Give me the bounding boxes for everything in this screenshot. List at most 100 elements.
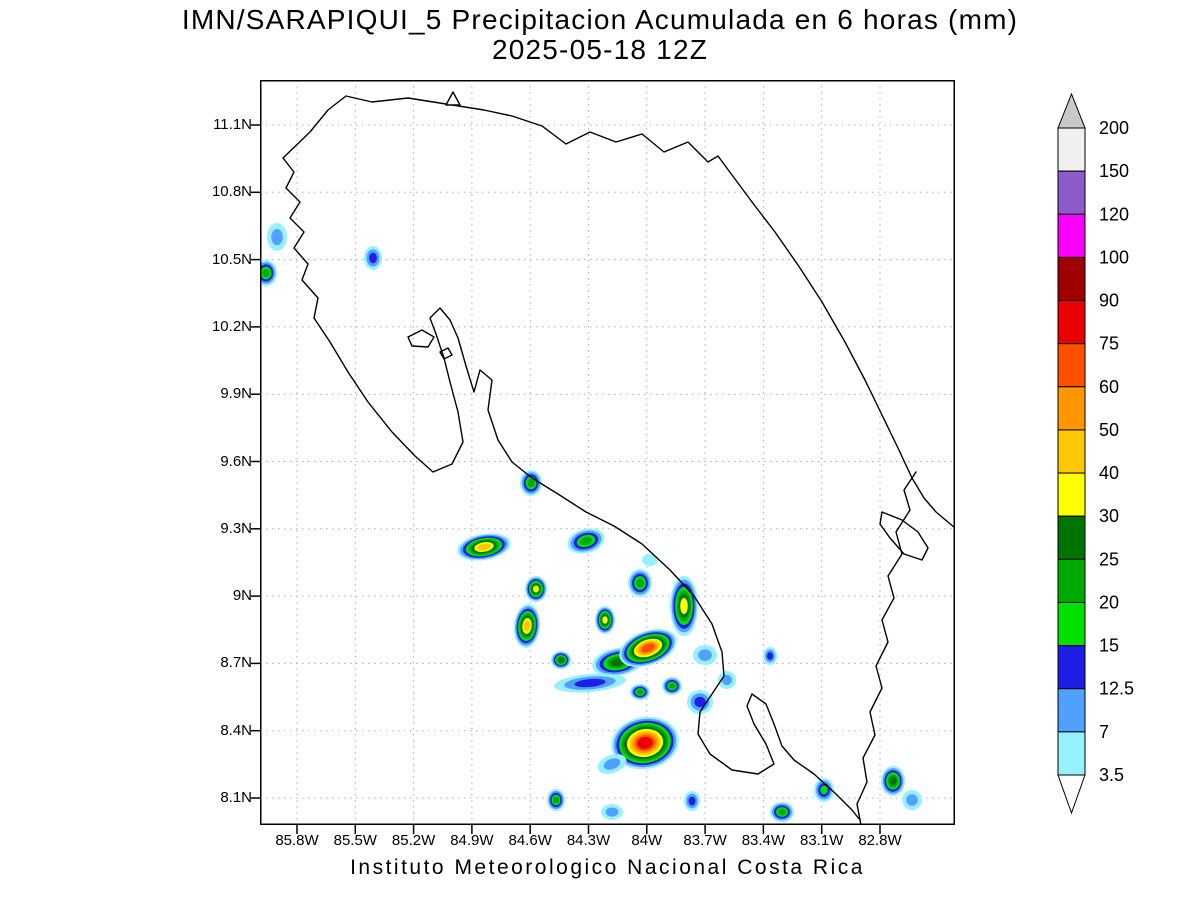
colorbar-arrow-down bbox=[1057, 774, 1086, 815]
precip-cell-ring bbox=[688, 796, 696, 806]
lon-tick-label: 83.1W bbox=[800, 832, 844, 849]
lon-tick-label: 85.8W bbox=[275, 832, 319, 849]
lat-tick-label: 9N bbox=[232, 587, 252, 605]
map-plot bbox=[251, 80, 955, 834]
precip-cell-ring bbox=[637, 737, 653, 749]
coastline-layer bbox=[282, 91, 955, 825]
coastline-pacific bbox=[282, 157, 861, 821]
grid-layer bbox=[260, 80, 955, 825]
precip-cell-ring bbox=[262, 268, 270, 278]
lat-tick-label: 10.5N bbox=[211, 250, 252, 268]
colorbar-segment bbox=[1057, 127, 1086, 172]
colorbar-tick-label: 25 bbox=[1099, 549, 1119, 569]
colorbar-tick-label: 7 bbox=[1099, 722, 1109, 742]
precip-cell-ring bbox=[605, 807, 619, 817]
lon-tick-label: 84.3W bbox=[566, 832, 611, 849]
lat-tick-label: 9.9N bbox=[220, 385, 252, 403]
colorbar-segment bbox=[1057, 515, 1086, 560]
colorbar-tick-label: 12.5 bbox=[1099, 679, 1134, 699]
lat-tick-label: 10.2N bbox=[211, 317, 252, 335]
colorbar-segment bbox=[1057, 472, 1086, 517]
colorbar-segment bbox=[1057, 429, 1086, 474]
colorbar-segment bbox=[1057, 558, 1086, 603]
colorbar-tick-label: 75 bbox=[1099, 334, 1119, 354]
precip-cell-ring bbox=[602, 616, 608, 624]
triangle-marker bbox=[445, 91, 461, 106]
colorbar-tick-label: 90 bbox=[1099, 291, 1119, 311]
precip-cell-ring bbox=[698, 649, 712, 661]
precip-cell-ring bbox=[820, 785, 828, 795]
lon-tick-label: 84W bbox=[631, 832, 663, 849]
precip-cell-ring bbox=[721, 674, 733, 686]
colorbar-segment bbox=[1057, 601, 1086, 647]
plot-title-line1: IMN/SARAPIQUI_5 Precipitacion Acumulada … bbox=[181, 4, 1019, 35]
lon-tick-label: 85.2W bbox=[391, 832, 436, 849]
lon-tick-label: 84.9W bbox=[450, 832, 494, 849]
plot-title-line2: 2025-05-18 12Z bbox=[491, 34, 709, 65]
colorbar-segment bbox=[1057, 213, 1086, 258]
colorbar-segment bbox=[1057, 300, 1086, 345]
colorbar-segment bbox=[1057, 170, 1086, 215]
precip-cell-ring bbox=[642, 554, 658, 566]
colorbar-segment bbox=[1057, 386, 1086, 431]
colorbar-segment bbox=[1057, 343, 1086, 388]
lon-tick-label: 85.5W bbox=[333, 832, 377, 849]
colorbar-tick-label: 60 bbox=[1099, 377, 1119, 397]
precip-cell-ring bbox=[636, 578, 644, 588]
colorbar-tick-label: 50 bbox=[1099, 420, 1119, 440]
gulf-islands bbox=[407, 329, 453, 360]
colorbar: 200 150 120 100 90 75 60 50 40 30 25 20 15 12.5 7 3.5 bbox=[1057, 92, 1134, 815]
precip-cell-ring bbox=[680, 597, 688, 615]
colorbar-segment bbox=[1057, 731, 1086, 776]
colorbar-tick-label: 3.5 bbox=[1099, 765, 1124, 785]
colorbar-tick-label: 150 bbox=[1099, 161, 1129, 181]
precip-cell-ring bbox=[558, 657, 564, 663]
precip-cell-ring bbox=[641, 643, 655, 653]
lon-tick-label: 84.6W bbox=[508, 832, 552, 849]
precip-cell-ring bbox=[553, 796, 559, 804]
precip-cell-ring bbox=[477, 543, 491, 551]
precip-cell-ring bbox=[580, 536, 592, 546]
precip-cell-ring bbox=[668, 683, 676, 689]
coastline-lagoon bbox=[879, 511, 929, 561]
precip-cell-ring bbox=[369, 252, 377, 264]
coastline-north-caribbean bbox=[282, 95, 955, 529]
lon-tick-label: 83.7W bbox=[683, 832, 727, 849]
lat-tick-label: 10.8N bbox=[211, 183, 252, 201]
precip-cell-ring bbox=[533, 585, 539, 593]
colorbar-tick-label: 120 bbox=[1099, 204, 1129, 224]
lon-tick-label: 83.4W bbox=[741, 832, 786, 849]
axis-ticks bbox=[251, 124, 881, 834]
precip-cell-ring bbox=[603, 758, 621, 770]
colorbar-tick-label: 40 bbox=[1099, 463, 1119, 483]
precip-cell-ring bbox=[694, 696, 706, 708]
precip-cell-ring bbox=[906, 794, 918, 806]
lat-tick-label: 9.3N bbox=[220, 519, 252, 537]
colorbar-segment bbox=[1057, 688, 1086, 733]
lon-tick-label: 82.8W bbox=[858, 832, 902, 849]
footer-caption: Instituto Meteorologico Nacional Costa R… bbox=[350, 856, 865, 879]
colorbar-tick-label: 100 bbox=[1099, 247, 1129, 267]
plot-frame bbox=[260, 80, 955, 825]
colorbar-tick-label: 20 bbox=[1099, 592, 1119, 612]
colorbar-segment bbox=[1057, 645, 1086, 690]
precip-cell-ring bbox=[271, 228, 283, 246]
lat-tick-label: 9.6N bbox=[220, 452, 252, 470]
precip-cell-ring bbox=[574, 678, 606, 688]
panama-border-line bbox=[856, 471, 917, 825]
lat-tick-label: 8.4N bbox=[220, 721, 252, 739]
precip-cell-ring bbox=[889, 776, 897, 786]
colorbar-arrow-up bbox=[1057, 92, 1086, 129]
colorbar-segment bbox=[1057, 256, 1086, 302]
lat-tick-label: 8.1N bbox=[220, 789, 252, 806]
colorbar-tick-label: 30 bbox=[1099, 506, 1119, 526]
lat-tick-label: 11.1N bbox=[213, 116, 252, 133]
precipitation-layer bbox=[260, 223, 922, 822]
precip-cell-ring bbox=[527, 478, 535, 488]
colorbar-tick-label: 200 bbox=[1099, 118, 1129, 138]
precip-cell-ring bbox=[766, 652, 774, 660]
precip-cell-ring bbox=[778, 808, 786, 816]
precip-cell-ring bbox=[636, 689, 644, 695]
colorbar-tick-label: 15 bbox=[1099, 636, 1119, 656]
